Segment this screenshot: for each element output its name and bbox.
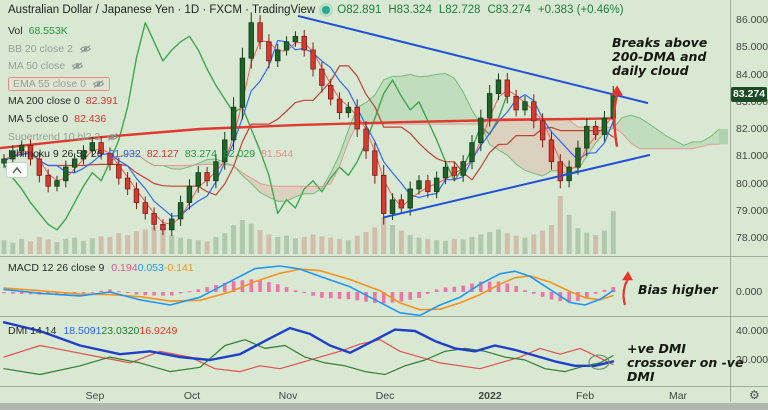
annotation-dmi-crossover[interactable]: +ve DMI crossover on -ve DMI [627,341,744,384]
annotation-bias-higher[interactable]: Bias higher [638,282,718,297]
time-tick-label: 2022 [478,390,502,402]
price-tick-label: 81.000 [736,150,768,163]
time-tick-label: Feb [575,390,595,402]
macd-tick-label: 0.000 [736,286,763,298]
ohlc-high: H83.324 [388,4,432,16]
lower-support-trendline [382,153,651,219]
time-tick-label: Dec [375,390,395,402]
macd-label: MACD 12 26 close 9 [8,262,105,274]
time-tick-label: Mar [668,390,688,402]
price-tick-label: 80.000 [736,177,768,190]
indicator-value: 68.553K [28,25,68,37]
breakout-arrow [613,94,619,147]
time-tick-label: Sep [85,390,105,402]
realtime-status-dot [322,6,331,14]
indicator-label: EMA 55 close 0 [13,77,86,90]
symbol-title[interactable]: Australian Dollar / Japanese Yen · 1D · … [8,4,316,16]
ohlc-open: O82.891 [337,4,382,16]
chevron-up-icon [12,166,22,173]
visibility-off-icon[interactable] [79,44,92,54]
indicator-row-ma-200-close-0[interactable]: MA 200 close 0 82.391 [8,94,118,108]
panel-value: 18.5091 [63,325,102,337]
ohlc-readout: O82.891 H83.324 L82.728 C83.274 +0.383 (… [337,4,623,16]
dmi-label: DMI 14 14 [8,325,57,337]
bias-higher-arrow [622,278,629,306]
indicator-row-vol[interactable]: Vol 68.553K [8,24,68,38]
indicator-row-ema-55-close-0[interactable]: EMA 55 close 0 [8,76,110,91]
settings-gear-icon[interactable]: ⚙ [749,388,760,402]
dmi-values: 18.509123.032016.9249 [63,325,177,337]
indicator-label: MA 200 close 0 [8,95,80,108]
indicator-label: Vol [8,25,23,37]
indicator-label: BB 20 close 2 [8,42,73,55]
pane-divider-macd[interactable] [0,256,768,257]
panel-value: 23.0320 [101,325,140,337]
visibility-off-icon[interactable] [71,61,84,71]
ohlc-close: C83.274 [487,4,531,16]
chart-header: Australian Dollar / Japanese Yen · 1D · … [8,4,624,16]
time-tick-label: Nov [278,390,298,402]
indicator-label: MA 50 close [8,60,66,73]
price-tick-label: 86.000 [736,14,768,26]
panel-value: 16.9249 [139,325,178,337]
indicator-row-bb-20-close-2[interactable]: BB 20 close 2 [8,42,92,56]
indicator-row-ma-5-close-0[interactable]: MA 5 close 0 82.436 [8,112,106,126]
visibility-off-icon[interactable] [92,79,105,89]
upper-resistance-trendline [297,14,649,105]
time-axis-divider [0,386,768,387]
indicator-value: 82.029 [222,148,256,161]
time-tick-label: Oct [183,390,201,402]
price-tick-label: 79.000 [736,204,768,217]
price-tick-label: 82.000 [736,123,768,135]
ohlc-low: L82.728 [438,4,481,16]
price-tick-label: 78.000 [736,232,768,244]
indicator-value: 82.391 [85,95,118,108]
macd-pane [2,265,633,316]
indicator-value: 81.544 [261,148,294,161]
annotation-breakout[interactable]: Breaks above 200-DMA and daily cloud [612,35,708,78]
indicator-label: Ichimoku 9 26 52 26 [8,148,103,161]
indicator-row-supertrend-10-hl2-3[interactable]: Supertrend 10 hl2 3 [8,130,119,144]
indicator-label: MA 5 close 0 [8,113,69,125]
panel-value: 0.053 [137,262,164,274]
price-tick-label: 84.000 [736,68,768,81]
panel-value: -0.141 [163,262,194,274]
indicator-row-ichimoku-9-26-52-26[interactable]: Ichimoku 9 26 52 26 81.932 82.127 83.274 82.… [8,147,293,161]
indicator-label: Supertrend 10 hl2 3 [8,130,101,143]
indicator-value: 83.274 [184,148,217,161]
dmi-pane [2,321,615,376]
panel-value: 0.194 [111,262,138,274]
indicator-value: 81.932 [108,148,141,161]
price-tick-label: 85.000 [736,41,768,54]
collapse-legend-button[interactable] [6,162,28,178]
last-price-label: 83.274 [731,86,767,102]
ohlc-change: +0.383 (+0.46%) [537,4,624,16]
visibility-off-icon[interactable] [106,132,119,142]
price-axis-divider [730,0,731,402]
macd-values: 0.1940.053-0.141 [111,262,193,274]
pane-divider-dmi[interactable] [0,316,768,317]
window-bottom-edge [0,403,768,410]
dmi-legend[interactable]: DMI 14 14 18.509123.032016.9249 [8,324,177,338]
indicator-value: 82.436 [74,113,107,125]
dmi-crossover-circle [588,354,610,370]
indicator-row-ma-50-close[interactable]: MA 50 close [8,59,84,73]
price-pane [0,12,728,254]
macd-legend[interactable]: MACD 12 26 close 9 0.1940.053-0.141 [8,261,194,275]
indicator-value: 82.127 [146,148,179,161]
